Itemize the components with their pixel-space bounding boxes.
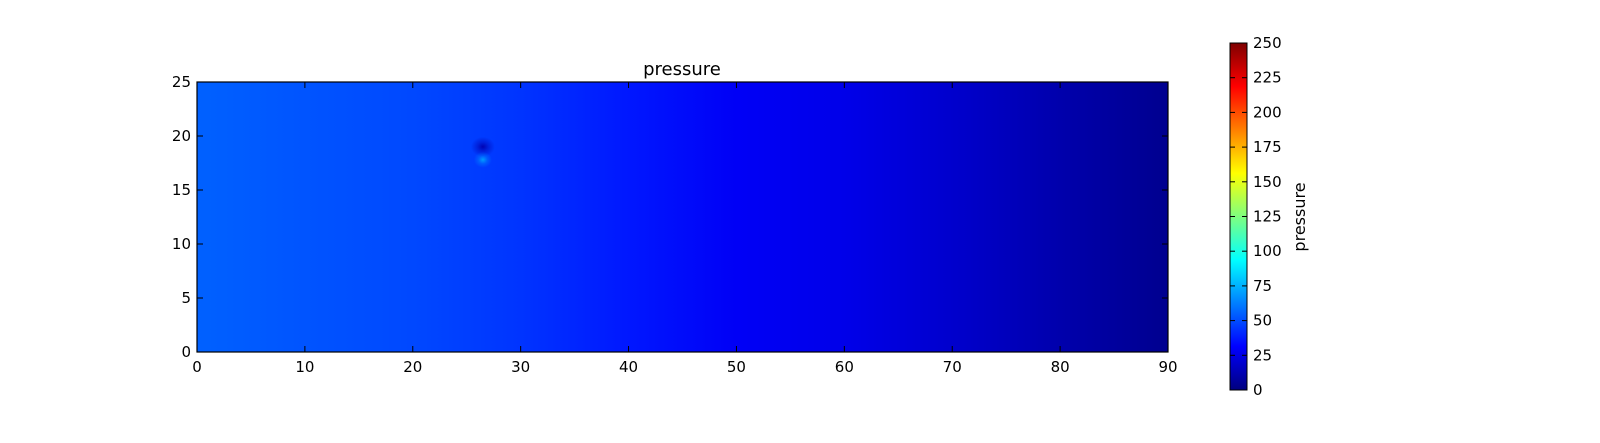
y-tick-label: 5 [181,289,191,307]
colorbar-label: pressure [1290,182,1309,251]
y-tick-label: 10 [172,235,191,253]
colorbar-tick-label: 100 [1253,242,1282,260]
colorbar-tick-label: 225 [1253,69,1282,87]
y-tick-label: 0 [181,343,191,361]
chart-title: pressure [643,59,721,80]
x-tick-label: 0 [192,358,202,376]
colorbar-tick-label: 175 [1253,138,1282,156]
colorbar: 0 25 50 75 100 125 150 175 200 225 250 pressure [1229,34,1309,399]
x-tick-label: 60 [835,358,854,376]
low-pressure-spot [470,136,495,157]
y-tick-label: 20 [172,127,191,145]
x-tick-label: 90 [1158,358,1177,376]
colorbar-tick-label: 75 [1253,277,1272,295]
colorbar-tick-label: 125 [1253,208,1282,226]
colorbar-tick-label: 50 [1253,312,1272,330]
colorbar-ticks: 0 25 50 75 100 125 150 175 200 225 250 [1230,34,1282,399]
colorbar-tick-label: 25 [1253,346,1272,364]
y-tick-label: 15 [172,181,191,199]
colorbar-tick-label: 250 [1253,34,1282,52]
x-tick-label: 80 [1051,358,1070,376]
y-tick-label: 25 [172,73,191,91]
x-tick-label: 70 [943,358,962,376]
high-pressure-spot [473,151,492,168]
pressure-field [197,82,1168,352]
colorbar-tick-label: 200 [1253,103,1282,121]
x-tick-label: 40 [619,358,638,376]
x-tick-label: 10 [295,358,314,376]
plot-frame [196,81,1169,353]
colorbar-tick-label: 150 [1253,173,1282,191]
x-axis: 0 10 20 30 40 50 60 70 80 90 [192,82,1178,376]
x-tick-label: 30 [511,358,530,376]
plot-area [196,81,1169,353]
x-tick-label: 20 [403,358,422,376]
colorbar-tick-label: 0 [1253,381,1263,399]
y-axis: 0 5 10 15 20 25 [172,73,1168,361]
x-tick-label: 50 [727,358,746,376]
